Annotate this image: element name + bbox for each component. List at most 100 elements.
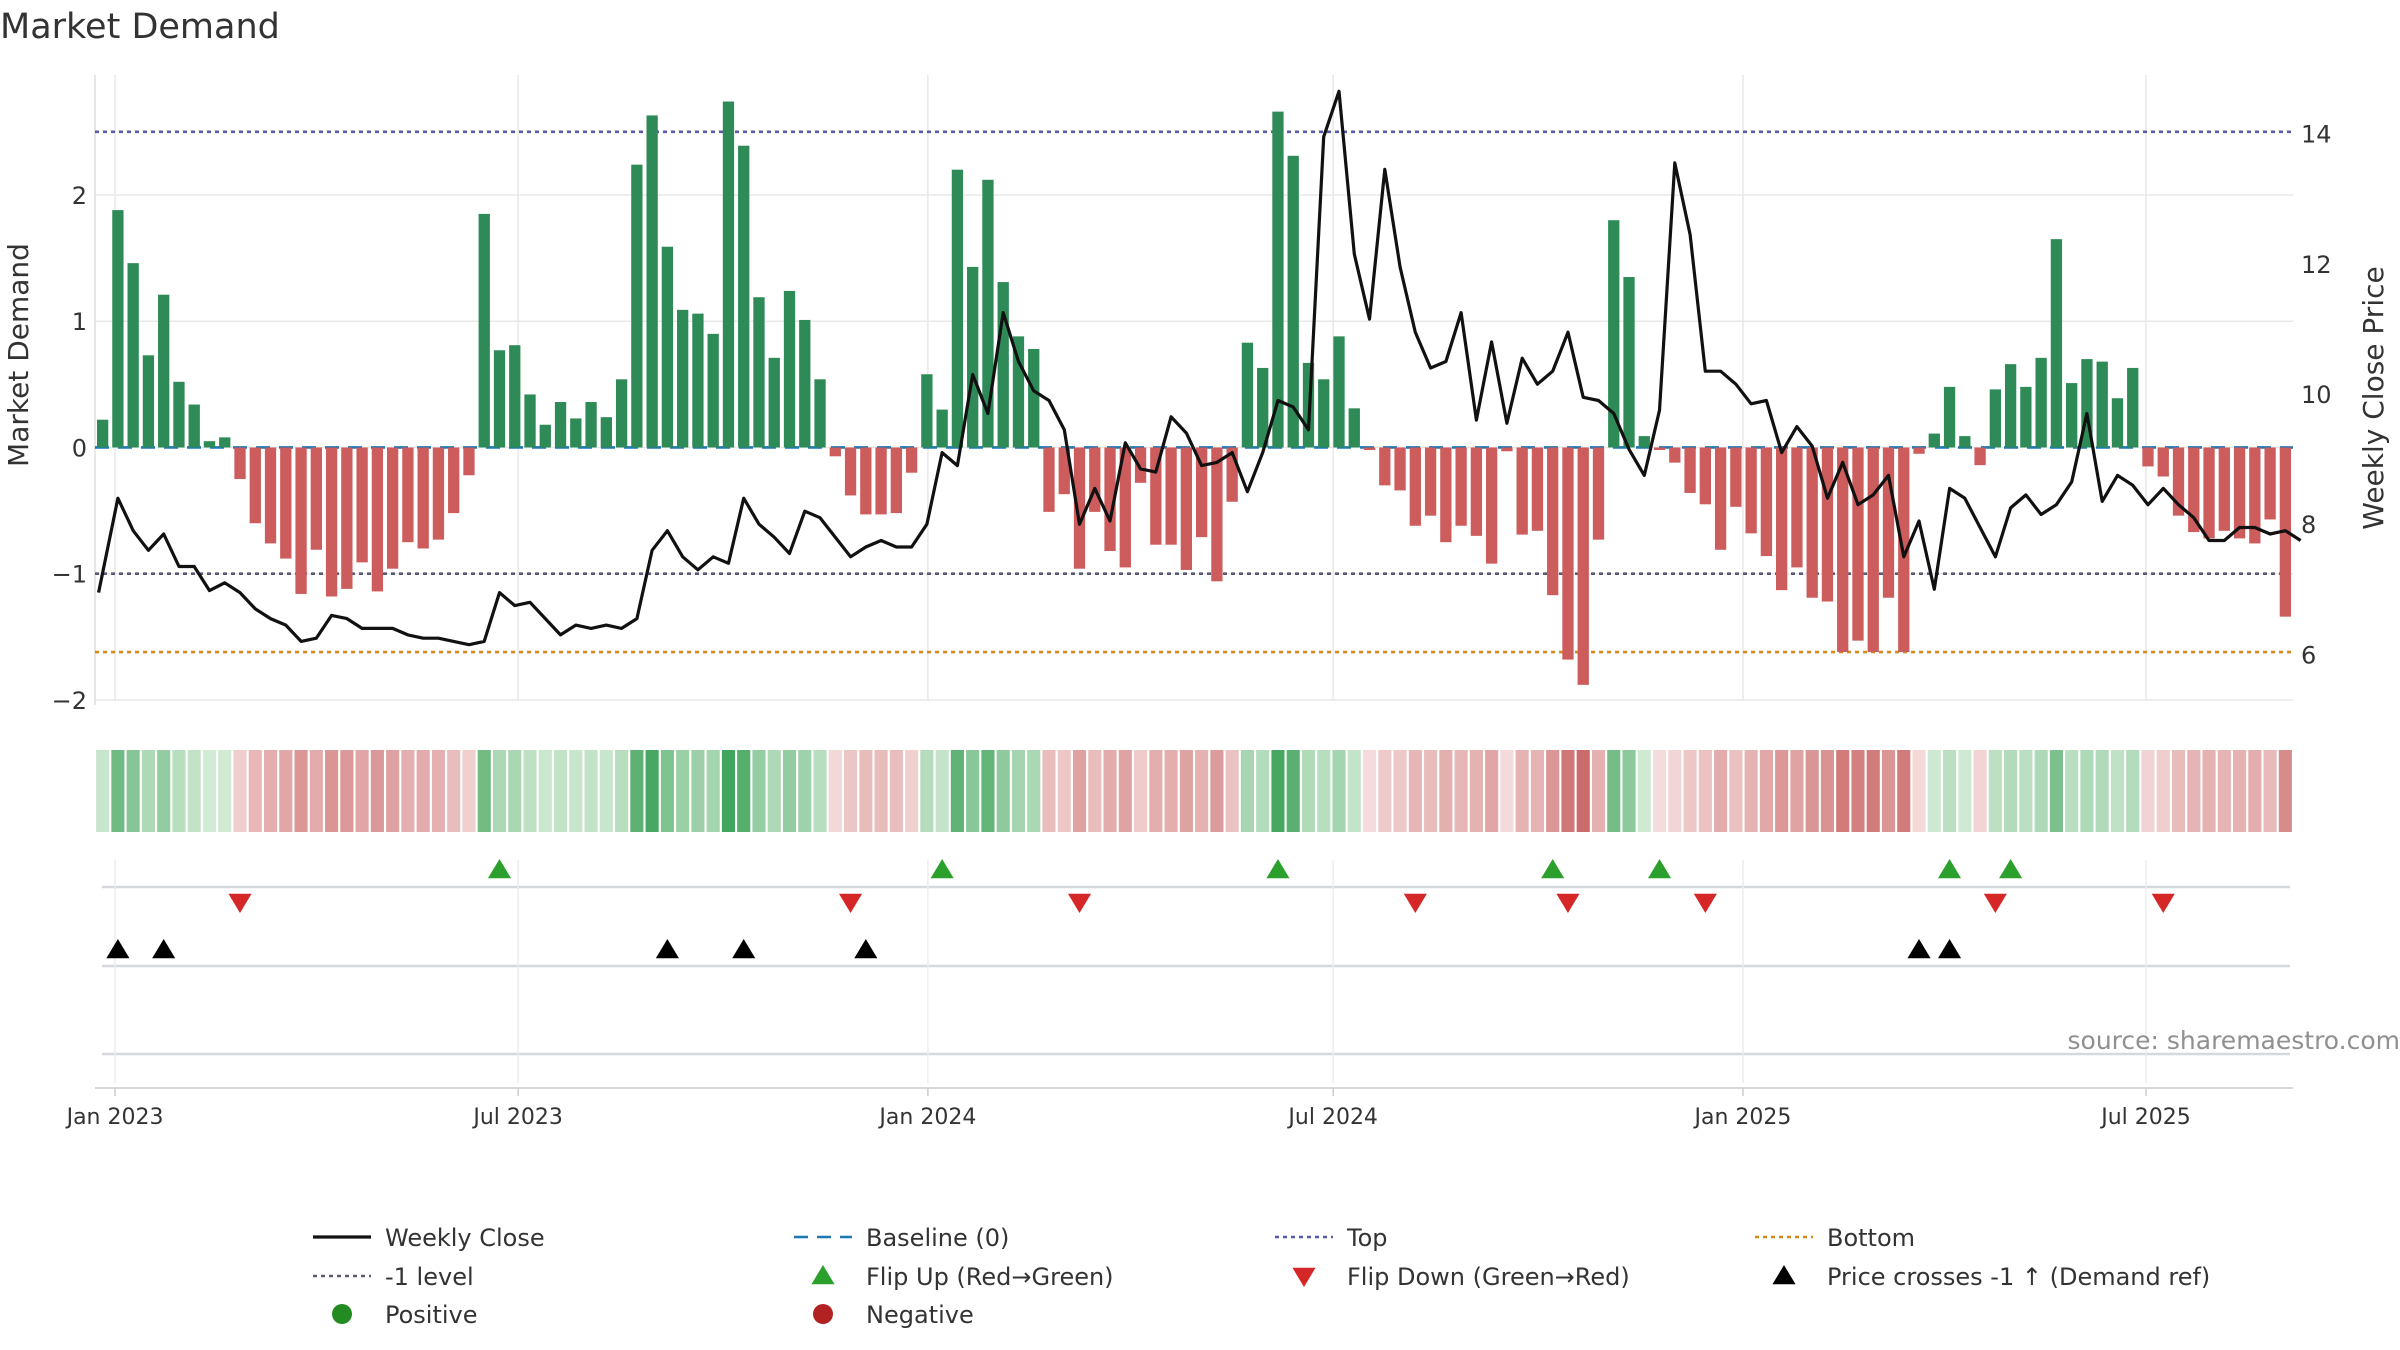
demand-bar [1318, 379, 1330, 448]
demand-bar [814, 379, 826, 448]
weekly-close-line [97, 89, 2302, 647]
colour-strip-cell [1637, 750, 1651, 832]
colour-strip-cell [1652, 750, 1667, 832]
colour-strip-cell [1729, 750, 1743, 832]
demand-bar [478, 213, 490, 448]
right-axis-label: Weekly Close Price [2357, 266, 2390, 529]
demand-bar [1165, 447, 1177, 545]
legend-item-baseline: Baseline (0) [794, 1224, 1009, 1252]
demand-bar [631, 164, 643, 448]
colour-strip-cell [1591, 750, 1606, 832]
colour-strip-cell [2065, 750, 2079, 832]
x-tick-label: Jul 2023 [471, 1105, 563, 1130]
colour-strip-cell [1485, 750, 1499, 832]
colour-strip-cell [1317, 750, 1331, 832]
signal-tracks [95, 860, 2293, 1089]
colour-strip-cell [1683, 750, 1697, 832]
colour-strip-cell [1912, 750, 1926, 832]
colour-strip-cell [1118, 750, 1132, 832]
colour-strip-cell [2080, 750, 2094, 832]
demand-bar [738, 145, 750, 448]
demand-bar [1211, 447, 1223, 582]
demand-bar [1638, 436, 1650, 448]
legend-triangle-up-icon [1772, 1265, 1796, 1285]
demand-bar [799, 319, 811, 448]
colour-strip-cell [569, 750, 583, 832]
right-tick-label: 12 [2301, 251, 2332, 279]
colour-strip-cell [2217, 750, 2231, 832]
flip-down-marker [2151, 893, 2175, 913]
demand-bar [1882, 447, 1895, 598]
colour-strip-cell [1469, 750, 1483, 832]
demand-bar [1730, 447, 1742, 507]
colour-strip-cell [859, 750, 873, 832]
colour-strip-cell [233, 750, 247, 832]
colour-strip-cell [935, 750, 949, 832]
colour-strip-cell [798, 750, 812, 832]
colour-strip-cell [2049, 750, 2063, 832]
left-axis-ticks: −2 −1 0 1 2 [52, 182, 87, 715]
demand-bar [1348, 408, 1360, 448]
demand-bar [310, 447, 322, 550]
demand-bar [768, 357, 780, 448]
colour-strip-cell [1362, 750, 1377, 832]
gridlines [94, 75, 2293, 705]
demand-bar [2035, 357, 2047, 448]
x-tick-label: Jan 2023 [65, 1105, 164, 1130]
colour-strip-cell [447, 750, 461, 832]
colour-strip-cell [340, 750, 354, 832]
demand-bar [463, 447, 475, 476]
colour-strip-cell [492, 750, 507, 832]
colour-strip-cell [386, 750, 400, 832]
colour-strip-cell [950, 750, 964, 832]
price-cross-marker [1938, 939, 1962, 959]
colour-strip-cell [660, 750, 674, 832]
demand-bar [554, 402, 567, 448]
demand-bar [1669, 447, 1681, 463]
demand-bar [1653, 447, 1666, 450]
demand-bar [1409, 447, 1421, 526]
demand-bar [936, 409, 948, 448]
colour-strip-cell [630, 750, 644, 832]
colour-strip-cell [737, 750, 751, 832]
left-tick-label: 0 [72, 434, 87, 462]
colour-strip-cell [1668, 750, 1682, 832]
demand-bar [1714, 447, 1727, 550]
demand-bar [341, 447, 353, 589]
demand-bar [1547, 447, 1559, 596]
colour-strip-cell [752, 750, 766, 832]
colour-strip-cell [1271, 750, 1285, 832]
colour-strip-cell [599, 750, 613, 832]
colour-strip-cell [553, 750, 568, 832]
flip-up-marker [1938, 859, 1962, 879]
legend-triangle-up-icon [811, 1265, 835, 1285]
demand-bar [722, 101, 735, 448]
demand-bar [1379, 447, 1391, 486]
demand-bar [539, 424, 551, 448]
demand-bar [249, 447, 261, 524]
colour-strip-cell [1454, 750, 1468, 832]
demand-bar [2188, 447, 2200, 533]
demand-bar [1257, 367, 1269, 448]
colour-strip-cell [1195, 750, 1209, 832]
colour-strip-cell [1881, 750, 1896, 832]
demand-bar [860, 447, 872, 515]
demand-bar [1073, 447, 1086, 569]
demand-bar [1974, 447, 1986, 466]
demand-bar [1791, 447, 1803, 568]
flip-down-marker [228, 893, 252, 913]
legend-label: Weekly Close [385, 1224, 545, 1252]
demand-bar [1928, 433, 1940, 448]
colour-strip-cell [1973, 750, 1987, 832]
demand-bar [493, 350, 506, 448]
x-tick-label: Jan 2025 [1692, 1105, 1791, 1130]
demand-bar [524, 394, 536, 448]
legend-item-bottom: Bottom [1755, 1224, 1915, 1252]
demand-bar [1195, 447, 1208, 538]
demand-bar [1837, 447, 1849, 653]
colour-strip-cell [1088, 750, 1102, 832]
colour-strip-cell [1286, 750, 1300, 832]
colour-strip-cell [1546, 750, 1560, 832]
left-tick-label: −2 [52, 687, 87, 715]
